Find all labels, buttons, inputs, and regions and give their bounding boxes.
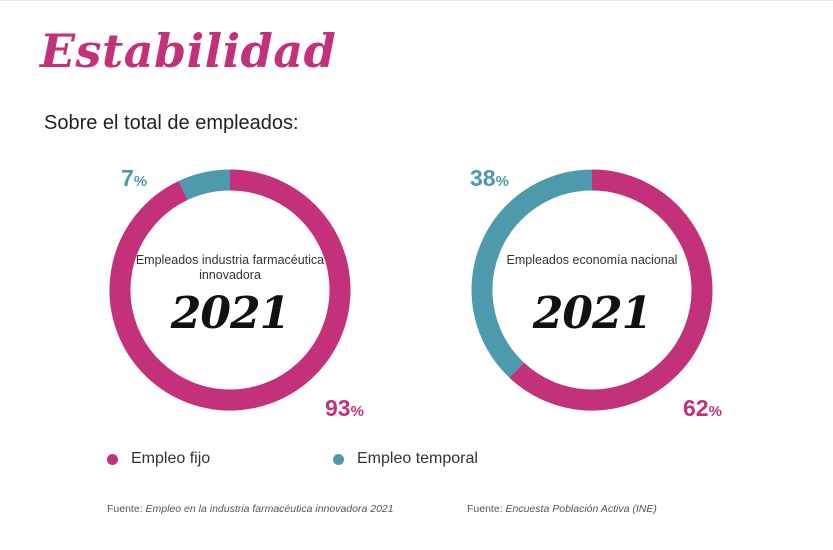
page-title: Estabilidad <box>40 24 337 78</box>
data-label-fijo-nacional: 62% <box>683 395 722 422</box>
legend-item-temporal: Empleo temporal <box>333 450 478 468</box>
legend-item-fijo: Empleo fijo <box>107 450 210 468</box>
donut-segment-temporal <box>471 169 593 378</box>
donut-segment-fijo <box>109 169 351 411</box>
donut-segment-temporal <box>178 169 231 201</box>
source-note-nacional: Fuente: Encuesta Población Activa (INE) <box>467 503 657 515</box>
percent-sign: % <box>133 173 148 190</box>
percent-sign: % <box>350 403 364 420</box>
source-text: Empleo en la industria farmacéutica inno… <box>145 503 394 515</box>
legend-label-fijo: Empleo fijo <box>131 450 211 467</box>
source-text: Encuesta Población Activa (INE) <box>505 503 657 515</box>
source-prefix: Fuente: <box>107 503 146 515</box>
donut-center-label: Empleados industria farmacéutica innovad… <box>135 253 325 282</box>
donut-center-year: 2021 <box>532 288 652 339</box>
donut-segment-fijo <box>509 169 713 411</box>
data-label-temporal-industria: 7% <box>121 165 147 192</box>
source-prefix: Fuente: <box>467 503 506 515</box>
value-text: 38 <box>470 165 496 191</box>
legend-label-temporal: Empleo temporal <box>357 450 478 467</box>
data-label-fijo-industria: 93% <box>325 395 364 422</box>
donut-center-nacional: Empleados economía nacional 2021 <box>462 160 722 420</box>
value-text: 7 <box>121 165 134 191</box>
legend-dot-fijo <box>107 453 118 465</box>
value-text: 93 <box>325 395 351 421</box>
legend-dot-temporal <box>333 453 344 465</box>
percent-sign: % <box>495 173 509 190</box>
data-label-temporal-nacional: 38% <box>470 165 509 192</box>
percent-sign: % <box>708 403 722 420</box>
value-text: 62 <box>683 395 709 421</box>
donut-chart-industria: Empleados industria farmacéutica innovad… <box>100 160 360 420</box>
donut-svg-nacional <box>471 169 713 411</box>
source-note-industria: Fuente: Empleo en la industria farmacéut… <box>107 503 394 515</box>
donut-center-year: 2021 <box>170 288 290 339</box>
page-subtitle: Sobre el total de empleados: <box>44 112 299 134</box>
donut-center-industria: Empleados industria farmacéutica innovad… <box>100 160 360 420</box>
donut-center-label: Empleados economía nacional <box>506 253 678 267</box>
donut-chart-nacional: Empleados economía nacional 2021 <box>462 160 722 420</box>
donut-svg-industria <box>109 169 351 411</box>
top-divider <box>0 0 833 1</box>
